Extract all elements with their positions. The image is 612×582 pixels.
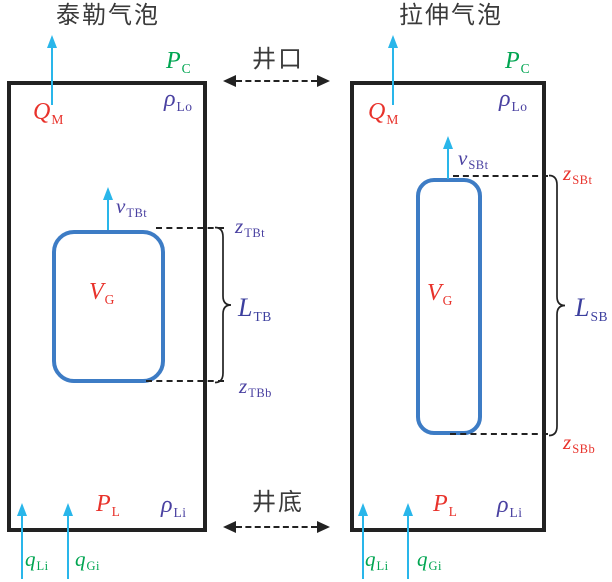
bubble-top-velocity-label: vTBt xyxy=(116,194,148,221)
casing-pressure-label: PC xyxy=(166,48,192,76)
liquid-density-outlet-label: ρLo xyxy=(164,86,193,114)
mixture-outflow-arrow-icon xyxy=(387,35,399,105)
mixture-outflow-arrow-icon xyxy=(46,35,58,105)
bubble-length-label: LSB xyxy=(575,293,608,324)
liquid-inflow-rate-label: qLi xyxy=(365,547,389,574)
bubble-bottom-dashline xyxy=(146,380,224,382)
taylor-bubble-title: 泰勒气泡 xyxy=(56,2,160,29)
casing-pressure-label: PC xyxy=(505,48,531,76)
stretched-bubble-title: 拉伸气泡 xyxy=(399,2,503,29)
bubble-bottom-dashline xyxy=(450,433,548,435)
liquid-inflow-arrow-icon xyxy=(357,503,369,579)
bottomhole-label: 井底 xyxy=(252,489,304,516)
liquid-density-inlet-label: ρLi xyxy=(161,492,187,520)
gas-inflow-arrow-icon xyxy=(62,503,74,579)
bubble-length-label: LTB xyxy=(238,293,272,324)
wellbore-outline-right xyxy=(350,81,546,532)
bubble-bottom-depth-label: zTBb xyxy=(239,374,272,401)
liquid-inflow-rate-label: qLi xyxy=(25,547,49,574)
gas-inflow-arrow-icon xyxy=(402,503,414,579)
liquid-inflow-arrow-icon xyxy=(16,503,28,579)
stretched-bubble-shape xyxy=(416,178,482,435)
taylor-bubble-shape xyxy=(52,230,165,383)
bubble-rise-velocity-arrow-icon xyxy=(102,187,114,230)
wellhead-double-arrow-icon xyxy=(223,74,330,88)
gas-volume-label: VG xyxy=(89,279,115,307)
gas-inflow-rate-label: qGi xyxy=(417,547,442,574)
gas-inflow-rate-label: qGi xyxy=(75,547,100,574)
liquid-density-inlet-label: ρLi xyxy=(497,492,523,520)
gas-volume-label: VG xyxy=(427,280,453,308)
qm-label: QM xyxy=(33,99,64,127)
bubble-length-brace xyxy=(214,226,232,384)
bubble-rise-velocity-arrow-icon xyxy=(442,136,454,179)
bubble-top-velocity-label: vSBt xyxy=(458,146,489,173)
bubble-top-dashline xyxy=(453,175,548,177)
bottomhole-pressure-label: PL xyxy=(433,491,458,519)
bottomhole-double-arrow-icon xyxy=(223,520,330,534)
bubble-top-dashline xyxy=(156,227,224,229)
bottomhole-pressure-label: PL xyxy=(96,491,121,519)
wellbore-outline-left xyxy=(7,81,207,532)
qm-label: QM xyxy=(368,99,399,127)
wellhead-label: 井口 xyxy=(252,46,304,73)
bubble-bottom-depth-label: zSBb xyxy=(563,430,596,457)
bubble-top-depth-label: zSBt xyxy=(563,161,593,188)
bubble-top-depth-label: zTBt xyxy=(235,214,266,241)
liquid-density-outlet-label: ρLo xyxy=(499,86,528,114)
bubble-length-brace xyxy=(548,174,566,437)
